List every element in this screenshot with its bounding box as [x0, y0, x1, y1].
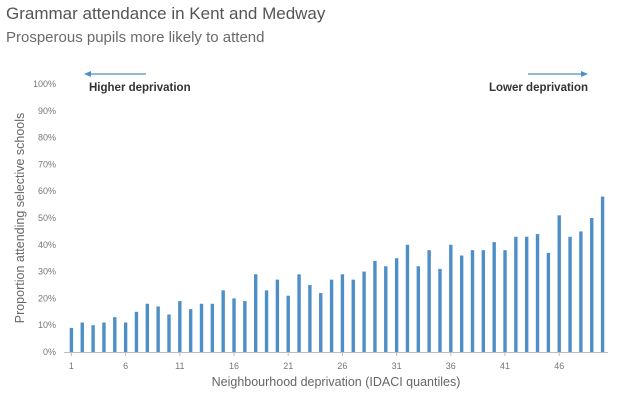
bar — [199, 303, 204, 352]
x-tick-label: 6 — [123, 361, 128, 371]
bar — [481, 250, 486, 352]
bar — [102, 322, 106, 352]
bar — [600, 196, 605, 352]
y-tick-label: 40% — [38, 240, 56, 250]
bar — [373, 260, 377, 352]
y-tick-label: 20% — [38, 293, 56, 303]
bar — [275, 279, 280, 352]
bar — [384, 266, 388, 352]
x-axis-ticks: 1 6 11 16 21 26 31 36 41 46 — [69, 352, 564, 371]
bar — [210, 303, 215, 352]
x-tick-label: 46 — [554, 361, 564, 371]
bar — [459, 255, 464, 352]
y-tick-label: 50% — [38, 213, 56, 223]
x-tick-label: 11 — [175, 361, 184, 371]
bar — [351, 279, 355, 352]
y-tick-label: 30% — [38, 267, 56, 277]
bar — [503, 250, 507, 352]
bar — [134, 311, 139, 352]
y-tick-label: 80% — [38, 133, 56, 143]
bar — [178, 301, 182, 352]
bar — [156, 306, 160, 352]
bar — [438, 268, 442, 352]
x-tick-label: 36 — [446, 361, 456, 371]
bar — [319, 293, 323, 352]
y-axis-ticks: 0% 10% 20% 30% 40% 50% 60% 70% 80% 90% 100% — [33, 79, 56, 357]
x-tick-label: 21 — [283, 361, 293, 371]
bar — [221, 290, 225, 352]
left-arrow-icon — [84, 71, 91, 77]
y-tick-label: 90% — [38, 106, 56, 116]
bar — [514, 236, 518, 352]
bar — [525, 236, 529, 352]
bar — [405, 244, 410, 352]
bar — [69, 327, 74, 352]
annotation-higher-deprivation: Higher deprivation — [89, 82, 191, 94]
bar — [449, 244, 453, 352]
bar — [568, 236, 572, 352]
annotation-lower-deprivation: Lower deprivation — [489, 82, 588, 94]
y-tick-label: 0% — [43, 347, 56, 357]
bar — [416, 266, 420, 352]
x-tick-label: 1 — [69, 361, 74, 371]
bar — [145, 303, 149, 352]
chart-title: Grammar attendance in Kent and Medway — [6, 4, 326, 23]
bar — [113, 317, 117, 352]
bar — [579, 231, 583, 352]
chart-subtitle: Prosperous pupils more likely to attend — [6, 29, 265, 46]
bar — [91, 325, 95, 352]
right-arrow-icon — [581, 71, 588, 77]
bar — [362, 271, 366, 352]
bar — [80, 322, 84, 352]
bar — [123, 322, 128, 352]
bar — [394, 258, 399, 352]
x-tick-label: 41 — [500, 361, 510, 371]
bar — [286, 295, 290, 352]
bar — [329, 279, 334, 352]
y-tick-label: 100% — [33, 79, 56, 89]
x-axis-label: Neighbourhood deprivation (IDACI quantil… — [212, 375, 461, 389]
bar — [340, 274, 345, 352]
bar — [264, 290, 269, 352]
y-axis-label: Proportion attending selective schools — [13, 113, 27, 324]
bar — [590, 218, 594, 352]
x-tick-label: 16 — [229, 361, 239, 371]
bar — [427, 250, 431, 352]
bar — [254, 274, 258, 352]
bar — [557, 215, 561, 352]
bar — [188, 309, 193, 352]
y-tick-label: 70% — [38, 159, 56, 169]
bar — [232, 298, 236, 352]
bar — [492, 242, 496, 352]
x-tick-label: 31 — [392, 361, 402, 371]
y-tick-label: 10% — [38, 320, 56, 330]
x-tick-label: 26 — [337, 361, 347, 371]
bar — [546, 252, 551, 352]
bar — [470, 250, 475, 352]
y-tick-label: 60% — [38, 186, 56, 196]
bar — [243, 301, 247, 352]
bar — [308, 285, 312, 352]
bar — [535, 234, 540, 352]
bars — [69, 196, 605, 352]
bar — [297, 274, 301, 352]
bar — [167, 314, 171, 352]
